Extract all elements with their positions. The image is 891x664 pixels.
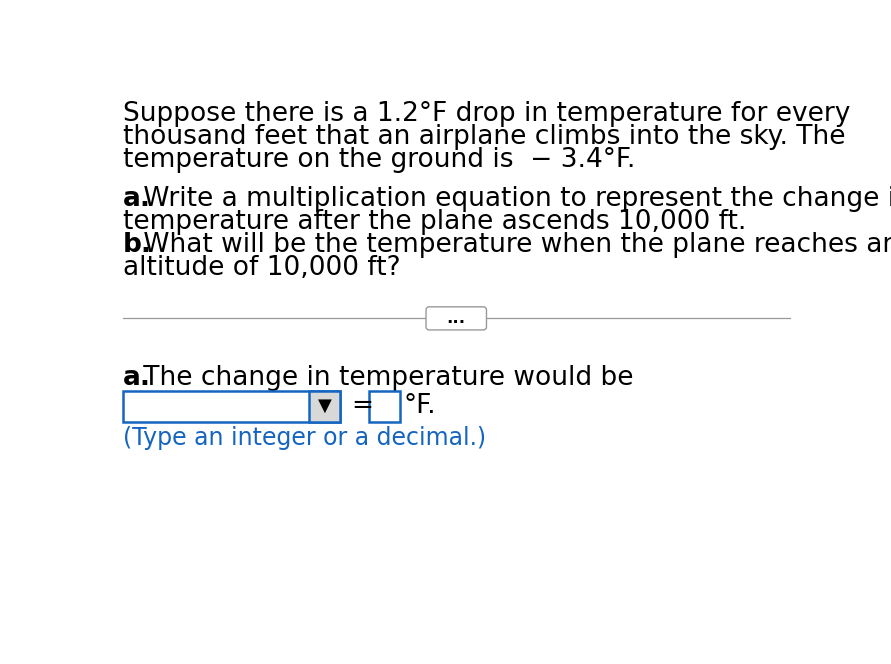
Text: ▼: ▼ [317, 397, 331, 415]
Text: Suppose there is a 1.2°F drop in temperature for every: Suppose there is a 1.2°F drop in tempera… [123, 101, 850, 127]
Text: thousand feet that an airplane climbs into the sky. The: thousand feet that an airplane climbs in… [123, 124, 846, 150]
Text: a.: a. [123, 186, 151, 212]
Text: ...: ... [446, 309, 466, 327]
Text: altitude of 10,000 ft?: altitude of 10,000 ft? [123, 255, 401, 282]
Text: The change in temperature would be: The change in temperature would be [135, 365, 634, 390]
FancyBboxPatch shape [370, 390, 400, 422]
Text: Write a multiplication equation to represent the change in: Write a multiplication equation to repre… [135, 186, 891, 212]
FancyBboxPatch shape [426, 307, 486, 330]
Text: (Type an integer or a decimal.): (Type an integer or a decimal.) [123, 426, 486, 450]
FancyBboxPatch shape [309, 390, 340, 422]
Text: °F.: °F. [404, 393, 437, 419]
Text: =: = [351, 393, 372, 419]
Text: temperature on the ground is  − 3.4°F.: temperature on the ground is − 3.4°F. [123, 147, 635, 173]
Text: a.: a. [123, 365, 151, 390]
FancyBboxPatch shape [123, 390, 340, 422]
Text: temperature after the plane ascends 10,000 ft.: temperature after the plane ascends 10,0… [123, 209, 747, 235]
Text: What will be the temperature when the plane reaches an: What will be the temperature when the pl… [135, 232, 891, 258]
Text: b.: b. [123, 232, 152, 258]
